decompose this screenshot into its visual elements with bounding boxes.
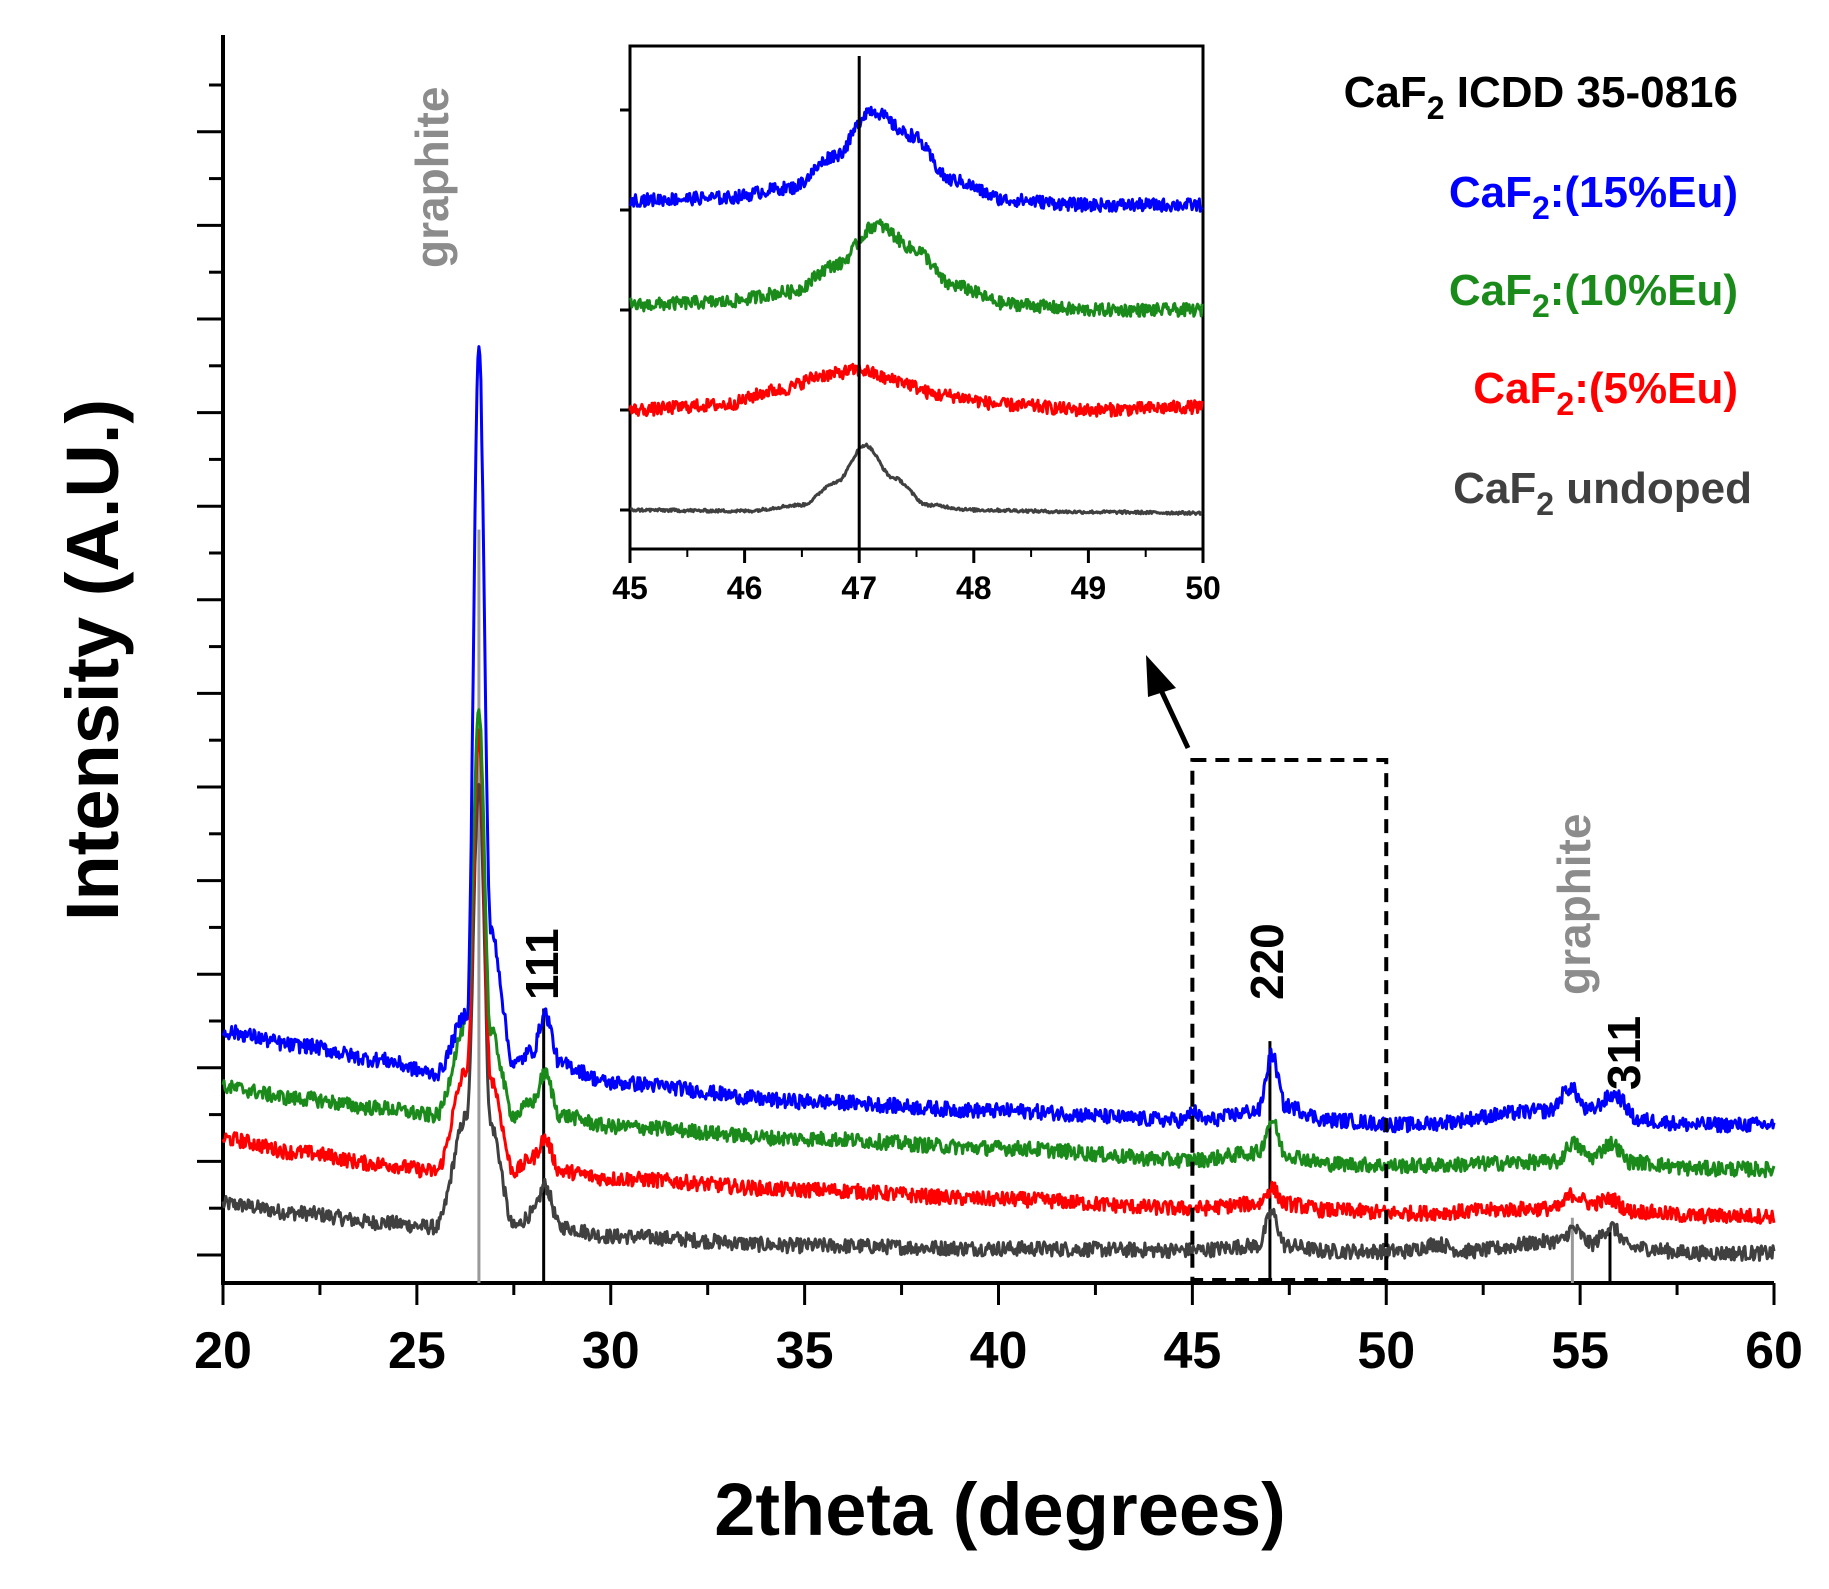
series-lines [221, 345, 1776, 1262]
inset-x-tick-label: 45 [612, 570, 648, 606]
annotation-graphite-0: graphite [406, 87, 458, 268]
x-tick-label: 40 [970, 1322, 1028, 1380]
inset-plot: 45 46 47 48 49 50 [612, 44, 1221, 606]
y-axis-label: Intensity (A.U.) [51, 399, 134, 921]
x-tick-label: 60 [1745, 1322, 1803, 1380]
x-tick-label: 50 [1357, 1322, 1415, 1380]
inset-ticks: 45 46 47 48 49 50 [612, 108, 1221, 606]
inset-series-line-3 [628, 105, 1204, 213]
legend: CaF2 ICDD 35-0816 CaF2:(15%Eu) CaF2:(10%… [1344, 68, 1752, 522]
legend-15eu: CaF2:(15%Eu) [1449, 168, 1738, 226]
inset-x-tick-label: 46 [727, 570, 763, 606]
legend-10eu: CaF2:(10%Eu) [1449, 266, 1738, 324]
x-tick-label: 20 [194, 1322, 252, 1380]
annotation-111-1: 111 [516, 928, 568, 1000]
y-ticks [197, 83, 223, 1257]
reference-lines [477, 529, 1612, 1283]
inset-series-lines [628, 105, 1204, 516]
series-line-3 [221, 345, 1776, 1134]
inset-series-line-2 [628, 218, 1204, 318]
annotation-311-4: 311 [1598, 1016, 1650, 1090]
inset-x-tick-label: 47 [841, 570, 877, 606]
series-line-2 [221, 708, 1776, 1179]
peak-annotations: graphite 111 220 graphite 311 [406, 87, 1650, 1090]
x-tick-label: 25 [388, 1322, 446, 1380]
x-tick-label: 30 [582, 1322, 640, 1380]
annotation-graphite-3: graphite [1548, 814, 1600, 995]
series-line-0 [221, 783, 1776, 1262]
x-tick-label: 35 [776, 1322, 834, 1380]
x-ticks: 20 25 30 35 40 45 50 55 60 [194, 1283, 1803, 1380]
zoom-box [1190, 758, 1389, 1282]
zoom-arrow [1146, 655, 1191, 750]
inset-x-tick-label: 50 [1185, 570, 1221, 606]
inset-series-line-1 [628, 362, 1204, 418]
legend-5eu: CaF2:(5%Eu) [1473, 364, 1738, 422]
inset-series-line-0 [629, 442, 1203, 516]
x-tick-label: 45 [1163, 1322, 1221, 1380]
inset-x-tick-label: 48 [956, 570, 992, 606]
annotation-220-2: 220 [1241, 923, 1293, 1000]
inset-frame [628, 44, 1205, 551]
x-tick-label: 55 [1551, 1322, 1609, 1380]
inset-x-tick-label: 49 [1071, 570, 1107, 606]
legend-undoped: CaF2 undoped [1453, 464, 1752, 522]
legend-reference-title: CaF2 ICDD 35-0816 [1344, 68, 1738, 126]
x-axis-label: 2theta (degrees) [714, 1468, 1286, 1551]
